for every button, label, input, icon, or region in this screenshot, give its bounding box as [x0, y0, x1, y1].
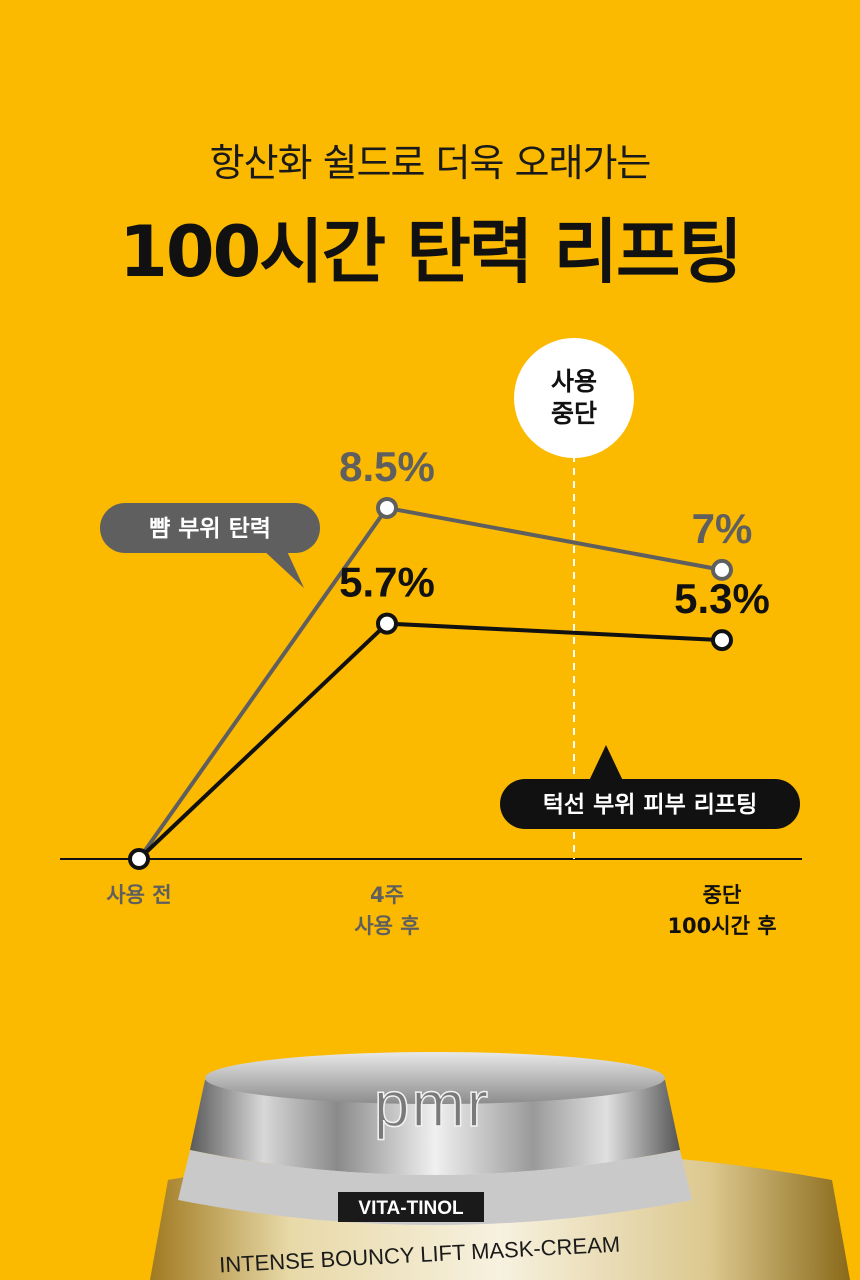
- stop-annotation-line-2: 중단: [551, 399, 597, 428]
- product-logo: pmr: [374, 1068, 490, 1140]
- series-1-point-1: [376, 612, 398, 635]
- x-tick-label-2-1: 100시간 후: [667, 914, 776, 938]
- legend-tag-cheek-label: 뺨 부위 탄력: [149, 516, 271, 542]
- x-tick-label-1-0: 4주: [370, 883, 404, 907]
- origin-point: [128, 848, 150, 870]
- legend-tag-jawline-label: 턱선 부위 피부 리프팅: [543, 792, 757, 818]
- series-1-point-2: [711, 629, 733, 652]
- series-1-data-label-1: 5.7%: [339, 559, 435, 606]
- x-tick-label-1-1: 사용 후: [354, 914, 419, 938]
- stop-annotation-line-1: 사용: [551, 367, 597, 396]
- series-0-point-1: [376, 496, 398, 519]
- page-title: 100시간 탄력 리프팅: [119, 211, 743, 293]
- legend-tag-jawline: 턱선 부위 피부 리프팅: [500, 745, 800, 829]
- x-tick-label-2-0: 중단: [703, 883, 742, 907]
- product-jar-image: pmr VITA-TINOL INTENSE BOUNCY LIFT MASK-…: [150, 1052, 850, 1280]
- series-0-point-2: [711, 558, 733, 581]
- series-0-data-label-2: 7%: [692, 505, 753, 552]
- legend-tag-cheek: 뺨 부위 탄력: [100, 503, 320, 588]
- product-badge: VITA-TINOL: [358, 1198, 464, 1219]
- x-tick-label-0-0: 사용 전: [106, 883, 171, 907]
- stop-annotation: 사용 중단: [514, 338, 634, 458]
- series-1-data-label-2: 5.3%: [674, 575, 770, 622]
- page-subtitle: 항산화 쉴드로 더욱 오래가는: [209, 141, 652, 185]
- series-0-data-label-1: 8.5%: [339, 443, 435, 490]
